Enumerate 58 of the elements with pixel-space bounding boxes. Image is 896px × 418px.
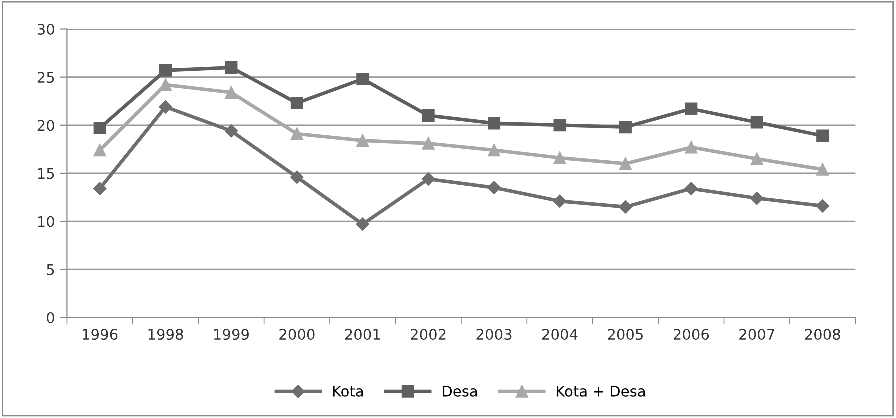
point: [94, 144, 106, 157]
point: [422, 172, 436, 186]
x-tick-label: 1998: [148, 329, 184, 340]
x-tick-label: 1999: [214, 329, 249, 340]
point: [159, 100, 172, 114]
point: [750, 116, 764, 129]
y-tick-label: 5: [47, 264, 54, 276]
y-tick-label: 25: [38, 72, 54, 84]
point: [553, 194, 567, 208]
point: [93, 182, 107, 196]
legend-label: Desa: [443, 386, 478, 397]
point: [290, 128, 304, 140]
point: [488, 144, 501, 157]
point: [225, 61, 238, 74]
point: [160, 64, 172, 77]
point: [225, 86, 238, 99]
y-tick-label: 10: [38, 216, 54, 228]
point: [422, 137, 435, 150]
point: [290, 170, 304, 184]
x-tick-label: 2007: [740, 329, 774, 340]
legend-label: Kota: [333, 386, 364, 397]
y-tick-label: 0: [47, 312, 54, 324]
point: [619, 200, 632, 214]
point: [356, 134, 370, 148]
y-tick-label: 15: [38, 168, 54, 180]
point: [685, 141, 698, 154]
point: [554, 119, 566, 132]
x-tick-label: 2000: [280, 329, 315, 340]
x-tick-label: 2004: [542, 329, 578, 340]
y-tick-label: 30: [38, 24, 54, 36]
x-tick-label: 2006: [674, 329, 710, 340]
point: [488, 117, 501, 130]
x-tick-label: 2008: [805, 329, 840, 340]
point: [750, 192, 764, 206]
legend-label: Kota + Desa: [557, 386, 646, 397]
x-tick-label: 2002: [411, 329, 446, 340]
point: [816, 130, 830, 142]
point: [290, 97, 304, 110]
x-tick-label: 1996: [83, 329, 118, 340]
point: [224, 124, 238, 138]
point: [356, 73, 370, 86]
x-tick-label: 2005: [608, 329, 643, 340]
y-tick-label: 20: [38, 120, 54, 132]
point: [422, 110, 435, 122]
point: [684, 182, 698, 196]
x-tick-label: 2003: [476, 329, 512, 340]
point: [488, 181, 501, 194]
point: [619, 158, 632, 170]
point: [554, 152, 566, 164]
point: [816, 163, 830, 176]
x-tick-label: 2001: [345, 329, 380, 340]
point: [356, 218, 370, 232]
point: [160, 78, 172, 92]
point: [619, 121, 632, 134]
point: [750, 152, 764, 166]
point: [685, 102, 698, 116]
point: [94, 122, 106, 135]
point: [816, 200, 830, 213]
